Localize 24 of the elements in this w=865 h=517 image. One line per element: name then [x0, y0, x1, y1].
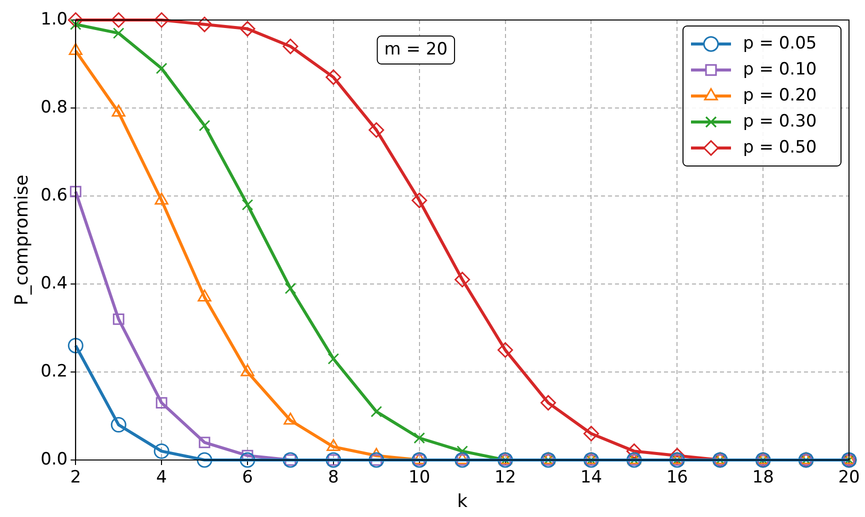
- y-tick-label: 1.0: [40, 9, 68, 30]
- legend-label: p = 0.05: [743, 33, 817, 54]
- y-axis-title: P_compromise: [11, 174, 32, 306]
- x-tick-label: 4: [156, 468, 167, 488]
- x-tick-label: 14: [580, 468, 602, 488]
- x-tick-label: 18: [752, 468, 774, 488]
- x-axis-title: k: [457, 490, 468, 512]
- x-tick-label: 2: [70, 468, 82, 488]
- legend-label: p = 0.10: [743, 59, 817, 80]
- y-tick-label: 0.2: [40, 361, 68, 382]
- legend-label: p = 0.30: [743, 111, 817, 132]
- y-tick-label: 0.0: [40, 449, 68, 470]
- legend-label: p = 0.20: [743, 85, 817, 106]
- x-tick-label: 8: [328, 468, 339, 488]
- x-tick-label: 12: [494, 468, 516, 488]
- legend-label: p = 0.50: [743, 137, 817, 158]
- x-tick-label: 16: [666, 468, 688, 488]
- annotation: m = 20: [384, 39, 448, 60]
- y-tick-label: 0.8: [40, 97, 68, 118]
- x-tick-label: 20: [838, 468, 860, 488]
- y-tick-label: 0.4: [40, 273, 68, 294]
- y-tick-label: 0.6: [40, 185, 68, 206]
- x-tick-label: 6: [242, 468, 253, 488]
- x-tick-label: 10: [408, 468, 430, 488]
